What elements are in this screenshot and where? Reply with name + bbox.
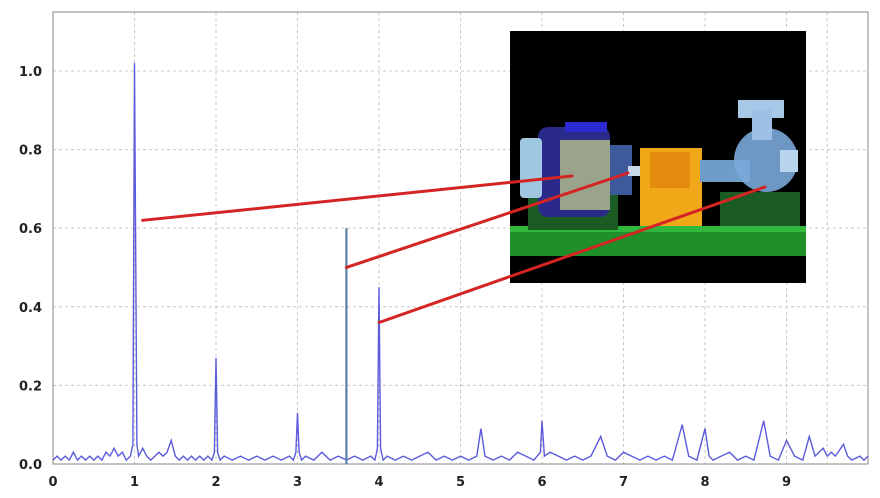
x-tick-label: 6 xyxy=(537,475,546,490)
x-tick-label: 9 xyxy=(782,475,791,490)
x-axis-ticks: 0 1 2 3 4 5 6 7 8 9 xyxy=(48,475,791,490)
x-tick-label: 7 xyxy=(619,475,628,490)
x-tick-label: 3 xyxy=(293,475,302,490)
base-plate xyxy=(510,230,806,256)
y-tick-label: 0.2 xyxy=(19,379,42,394)
x-tick-label: 8 xyxy=(700,475,709,490)
pump-assembly-image xyxy=(510,31,806,283)
y-tick-label: 1.0 xyxy=(19,65,42,80)
plot-frame xyxy=(52,11,869,465)
x-tick-label: 5 xyxy=(456,475,465,490)
x-tick-label: 0 xyxy=(48,475,57,490)
spectrum-line xyxy=(52,63,869,462)
callout-line-motor xyxy=(141,174,574,222)
y-tick-label: 0.6 xyxy=(19,222,42,237)
y-axis-ticks: 0.0 0.2 0.4 0.6 0.8 1.0 xyxy=(19,65,42,473)
y-tick-label: 0.4 xyxy=(19,301,42,316)
callout-line-pump xyxy=(377,185,767,325)
shaft xyxy=(628,166,648,176)
y-tick-label: 0.8 xyxy=(19,144,42,159)
callout-line-coupling xyxy=(344,171,630,269)
x-tick-label: 4 xyxy=(374,475,383,490)
callout-lines xyxy=(141,171,767,325)
x-tick-label: 1 xyxy=(130,475,139,490)
x-tick-label: 2 xyxy=(211,475,220,490)
y-tick-label: 0.0 xyxy=(19,458,42,473)
pump-volute xyxy=(734,128,798,192)
